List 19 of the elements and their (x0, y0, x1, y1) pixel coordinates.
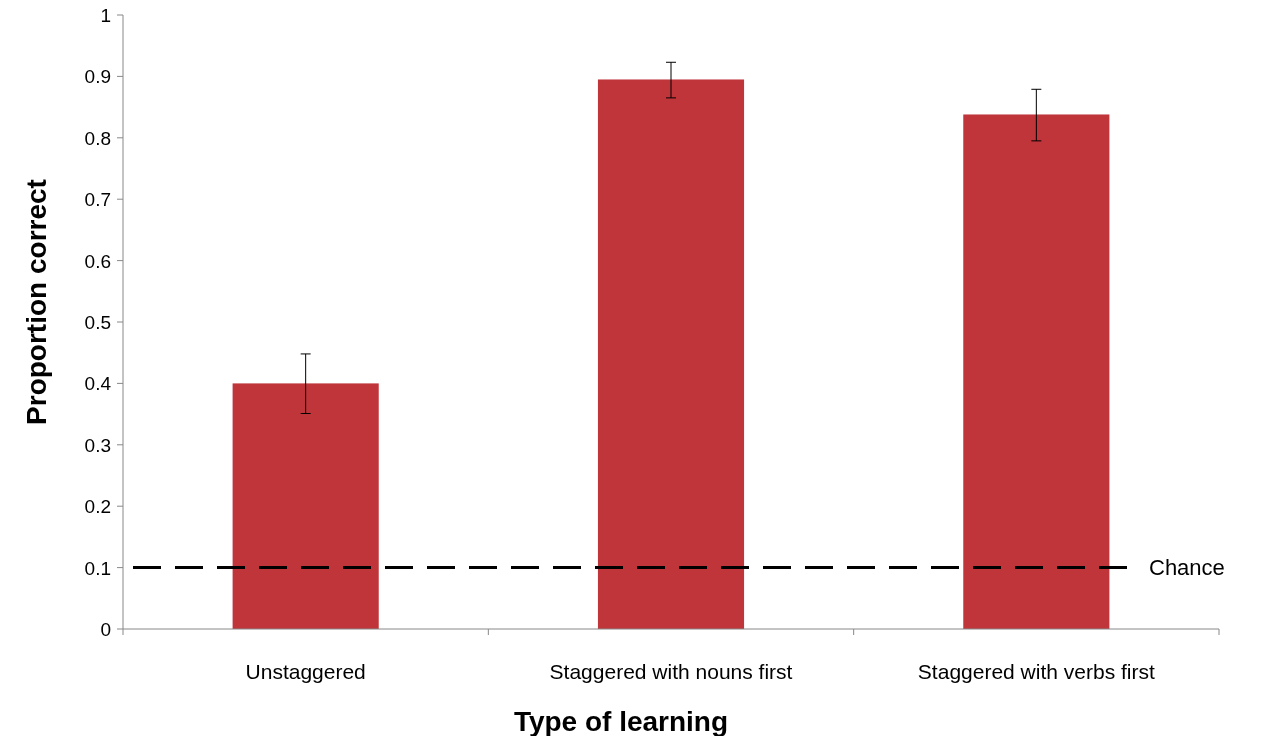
x-tick-label: Unstaggered (245, 660, 366, 683)
x-tick-label: Staggered with nouns first (549, 660, 793, 683)
y-tick-label: 0.9 (84, 66, 111, 88)
x-tick-label: Staggered with verbs first (917, 660, 1155, 683)
y-tick-label: 0.2 (84, 496, 111, 518)
y-tick-label: 1 (100, 5, 111, 26)
y-tick-label: 0 (100, 619, 111, 640)
y-axis-title: Proportion correct (21, 179, 52, 425)
y-tick-label: 0.5 (84, 312, 111, 333)
bar (597, 79, 745, 629)
bar (232, 383, 379, 629)
y-tick-label: 0.1 (84, 557, 111, 579)
y-tick-label: 0.7 (84, 189, 111, 211)
y-tick-label: 0.6 (84, 250, 111, 272)
bar (963, 114, 1110, 629)
ref-line-label: Chance (1149, 554, 1225, 580)
y-tick-label: 0.3 (84, 434, 111, 456)
y-tick-label: 0.4 (84, 373, 112, 395)
y-tick-label: 0.8 (84, 127, 111, 149)
